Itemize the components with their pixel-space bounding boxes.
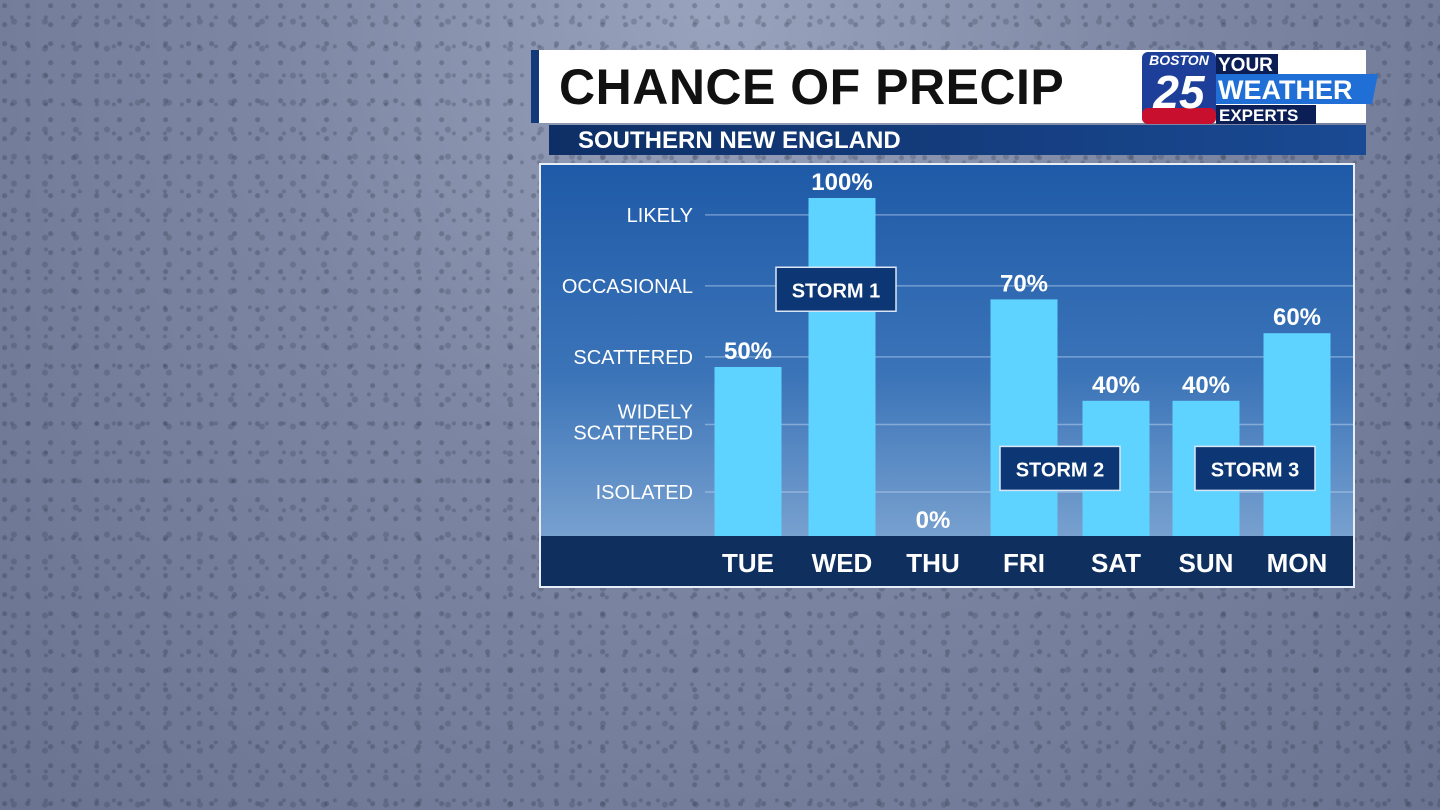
y-tick-label: OCCASIONAL xyxy=(562,276,693,298)
x-tick-label: TUE xyxy=(722,548,774,578)
bar-wed xyxy=(808,198,876,536)
value-label: 70% xyxy=(1000,270,1048,297)
chart-title: CHANCE OF PRECIP xyxy=(559,59,1065,115)
storm-label: STORM 3 xyxy=(1211,459,1300,481)
storm-box xyxy=(1194,445,1316,492)
x-tick-label: SAT xyxy=(1091,548,1141,578)
storm-box xyxy=(775,266,897,313)
y-tick-label: SCATTERED xyxy=(573,422,693,444)
value-label: 40% xyxy=(1182,372,1230,399)
value-label: 40% xyxy=(1092,372,1140,399)
precip-bar-chart: ISOLATEDWIDELYSCATTEREDSCATTEREDOCCASION… xyxy=(541,169,1353,586)
x-tick-label: THU xyxy=(906,548,959,578)
storm-box xyxy=(999,445,1121,492)
bar-fri xyxy=(990,299,1058,536)
x-tick-label: FRI xyxy=(1003,548,1045,578)
x-tick-label: SUN xyxy=(1179,548,1234,578)
svg-text:YOUR: YOUR xyxy=(1218,55,1273,76)
x-axis-band xyxy=(541,536,1353,586)
station-logo: BOSTON 25 YOUR WEATHER EXPERTS xyxy=(1142,52,1378,125)
chart-subtitle: SOUTHERN NEW ENGLAND xyxy=(578,127,901,154)
x-tick-label: MON xyxy=(1267,548,1328,578)
chart-frame: ISOLATED WIDELY SCATTERED SCATTERED OCCASION… xyxy=(539,163,1355,588)
title-stripe xyxy=(531,50,539,123)
value-label: 100% xyxy=(811,169,872,196)
value-label: 0% xyxy=(916,507,951,534)
storm-label: STORM 2 xyxy=(1016,459,1105,481)
svg-text:WEATHER: WEATHER xyxy=(1218,75,1353,105)
storm-label: STORM 1 xyxy=(792,280,881,302)
svg-text:25: 25 xyxy=(1152,66,1206,118)
y-tick-label: SCATTERED xyxy=(573,347,693,369)
value-label: 50% xyxy=(724,338,772,365)
bar-mon xyxy=(1263,333,1331,536)
y-tick-label: ISOLATED xyxy=(596,482,693,504)
y-tick-label: WIDELY xyxy=(618,401,693,423)
x-tick-label: WED xyxy=(812,548,873,578)
y-tick-label: LIKELY xyxy=(627,205,693,227)
subtitle-bar xyxy=(549,125,1366,155)
value-label: 60% xyxy=(1273,304,1321,331)
bar-tue xyxy=(714,367,782,536)
svg-text:EXPERTS: EXPERTS xyxy=(1219,106,1298,125)
svg-text:BOSTON: BOSTON xyxy=(1149,52,1210,68)
